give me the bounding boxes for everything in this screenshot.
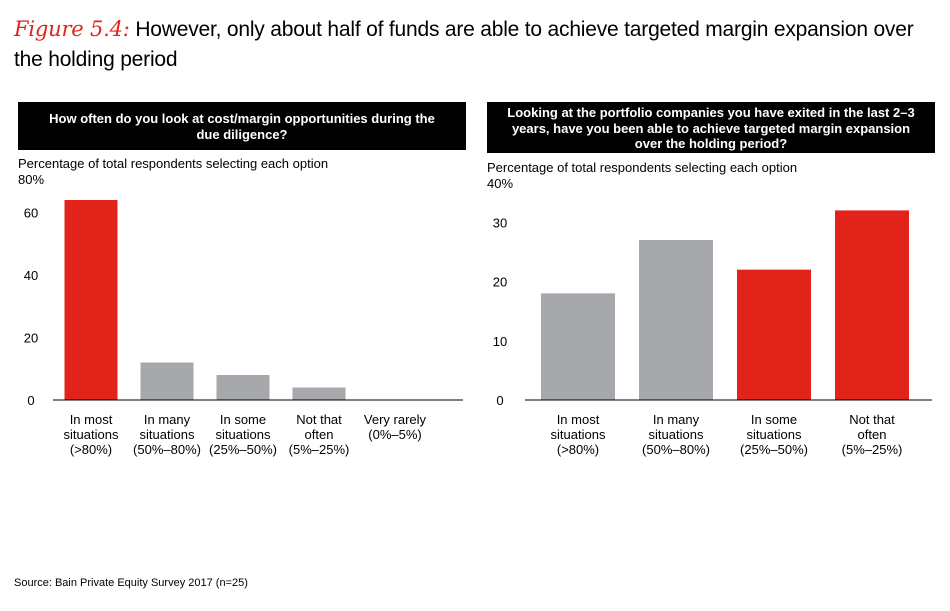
left-x-tick-label: (50%–80%) <box>133 442 201 457</box>
figure-label: Figure 5.4: <box>14 17 130 41</box>
right-x-tick-label: In some <box>751 412 797 427</box>
right-x-tick-label: often <box>858 427 887 442</box>
right-x-tick-label: In many <box>653 412 700 427</box>
right-y-tick-label: 30 <box>493 215 507 230</box>
right-x-tick-label: (>80%) <box>557 442 599 457</box>
left-x-tick-label: In some <box>220 412 266 427</box>
left-chart-subtitle: Percentage of total respondents selectin… <box>18 156 329 171</box>
left-bar <box>292 387 346 400</box>
left-y-tick-label: 60 <box>24 206 38 221</box>
left-x-tick-label: (0%–5%) <box>368 427 421 442</box>
left-x-tick-label: In many <box>144 412 191 427</box>
right-chart-top-tick: 40% <box>487 176 514 191</box>
right-x-tick-label: (5%–25%) <box>842 442 903 457</box>
left-x-tick-label: situations <box>140 427 195 442</box>
left-x-tick-label: (25%–50%) <box>209 442 277 457</box>
left-chart-panel: How often do you look at cost/margin opp… <box>18 102 466 457</box>
right-chart-question: Looking at the portfolio companies you h… <box>487 102 935 153</box>
figure-title: Figure 5.4: However, only about half of … <box>14 14 939 75</box>
right-y-tick-label: 0 <box>496 393 503 408</box>
right-chart-panel: Looking at the portfolio companies you h… <box>487 102 935 457</box>
left-bar <box>64 200 118 400</box>
left-bar <box>140 362 194 400</box>
right-x-tick-label: Not that <box>849 412 895 427</box>
right-bar <box>639 240 713 400</box>
right-x-tick-label: In most <box>557 412 600 427</box>
left-x-tick-label: situations <box>216 427 271 442</box>
left-y-tick-label: 20 <box>24 331 38 346</box>
right-x-tick-label: (25%–50%) <box>740 442 808 457</box>
figure-title-text: However, only about half of funds are ab… <box>14 18 914 71</box>
left-chart-question: How often do you look at cost/margin opp… <box>18 102 466 150</box>
left-x-tick-label: (5%–25%) <box>289 442 350 457</box>
right-chart-subtitle: Percentage of total respondents selectin… <box>487 160 798 175</box>
left-x-tick-label: often <box>305 427 334 442</box>
source-note: Source: Bain Private Equity Survey 2017 … <box>14 577 248 589</box>
right-x-tick-label: situations <box>649 427 704 442</box>
right-bar <box>541 293 615 400</box>
left-y-tick-label: 40 <box>24 268 38 283</box>
right-bar <box>835 210 909 400</box>
right-x-tick-label: situations <box>747 427 802 442</box>
right-y-tick-label: 10 <box>493 334 507 349</box>
left-chart-top-tick: 80% <box>18 172 45 187</box>
left-x-tick-label: Not that <box>296 412 342 427</box>
left-y-tick-label: 0 <box>27 393 34 408</box>
right-x-tick-label: (50%–80%) <box>642 442 710 457</box>
left-bar <box>216 375 270 400</box>
right-bar <box>737 269 811 400</box>
left-x-tick-label: Very rarely <box>364 412 427 427</box>
left-x-tick-label: (>80%) <box>70 442 112 457</box>
left-x-tick-label: situations <box>64 427 119 442</box>
right-y-tick-label: 20 <box>493 275 507 290</box>
right-x-tick-label: situations <box>551 427 606 442</box>
left-x-tick-label: In most <box>70 412 113 427</box>
